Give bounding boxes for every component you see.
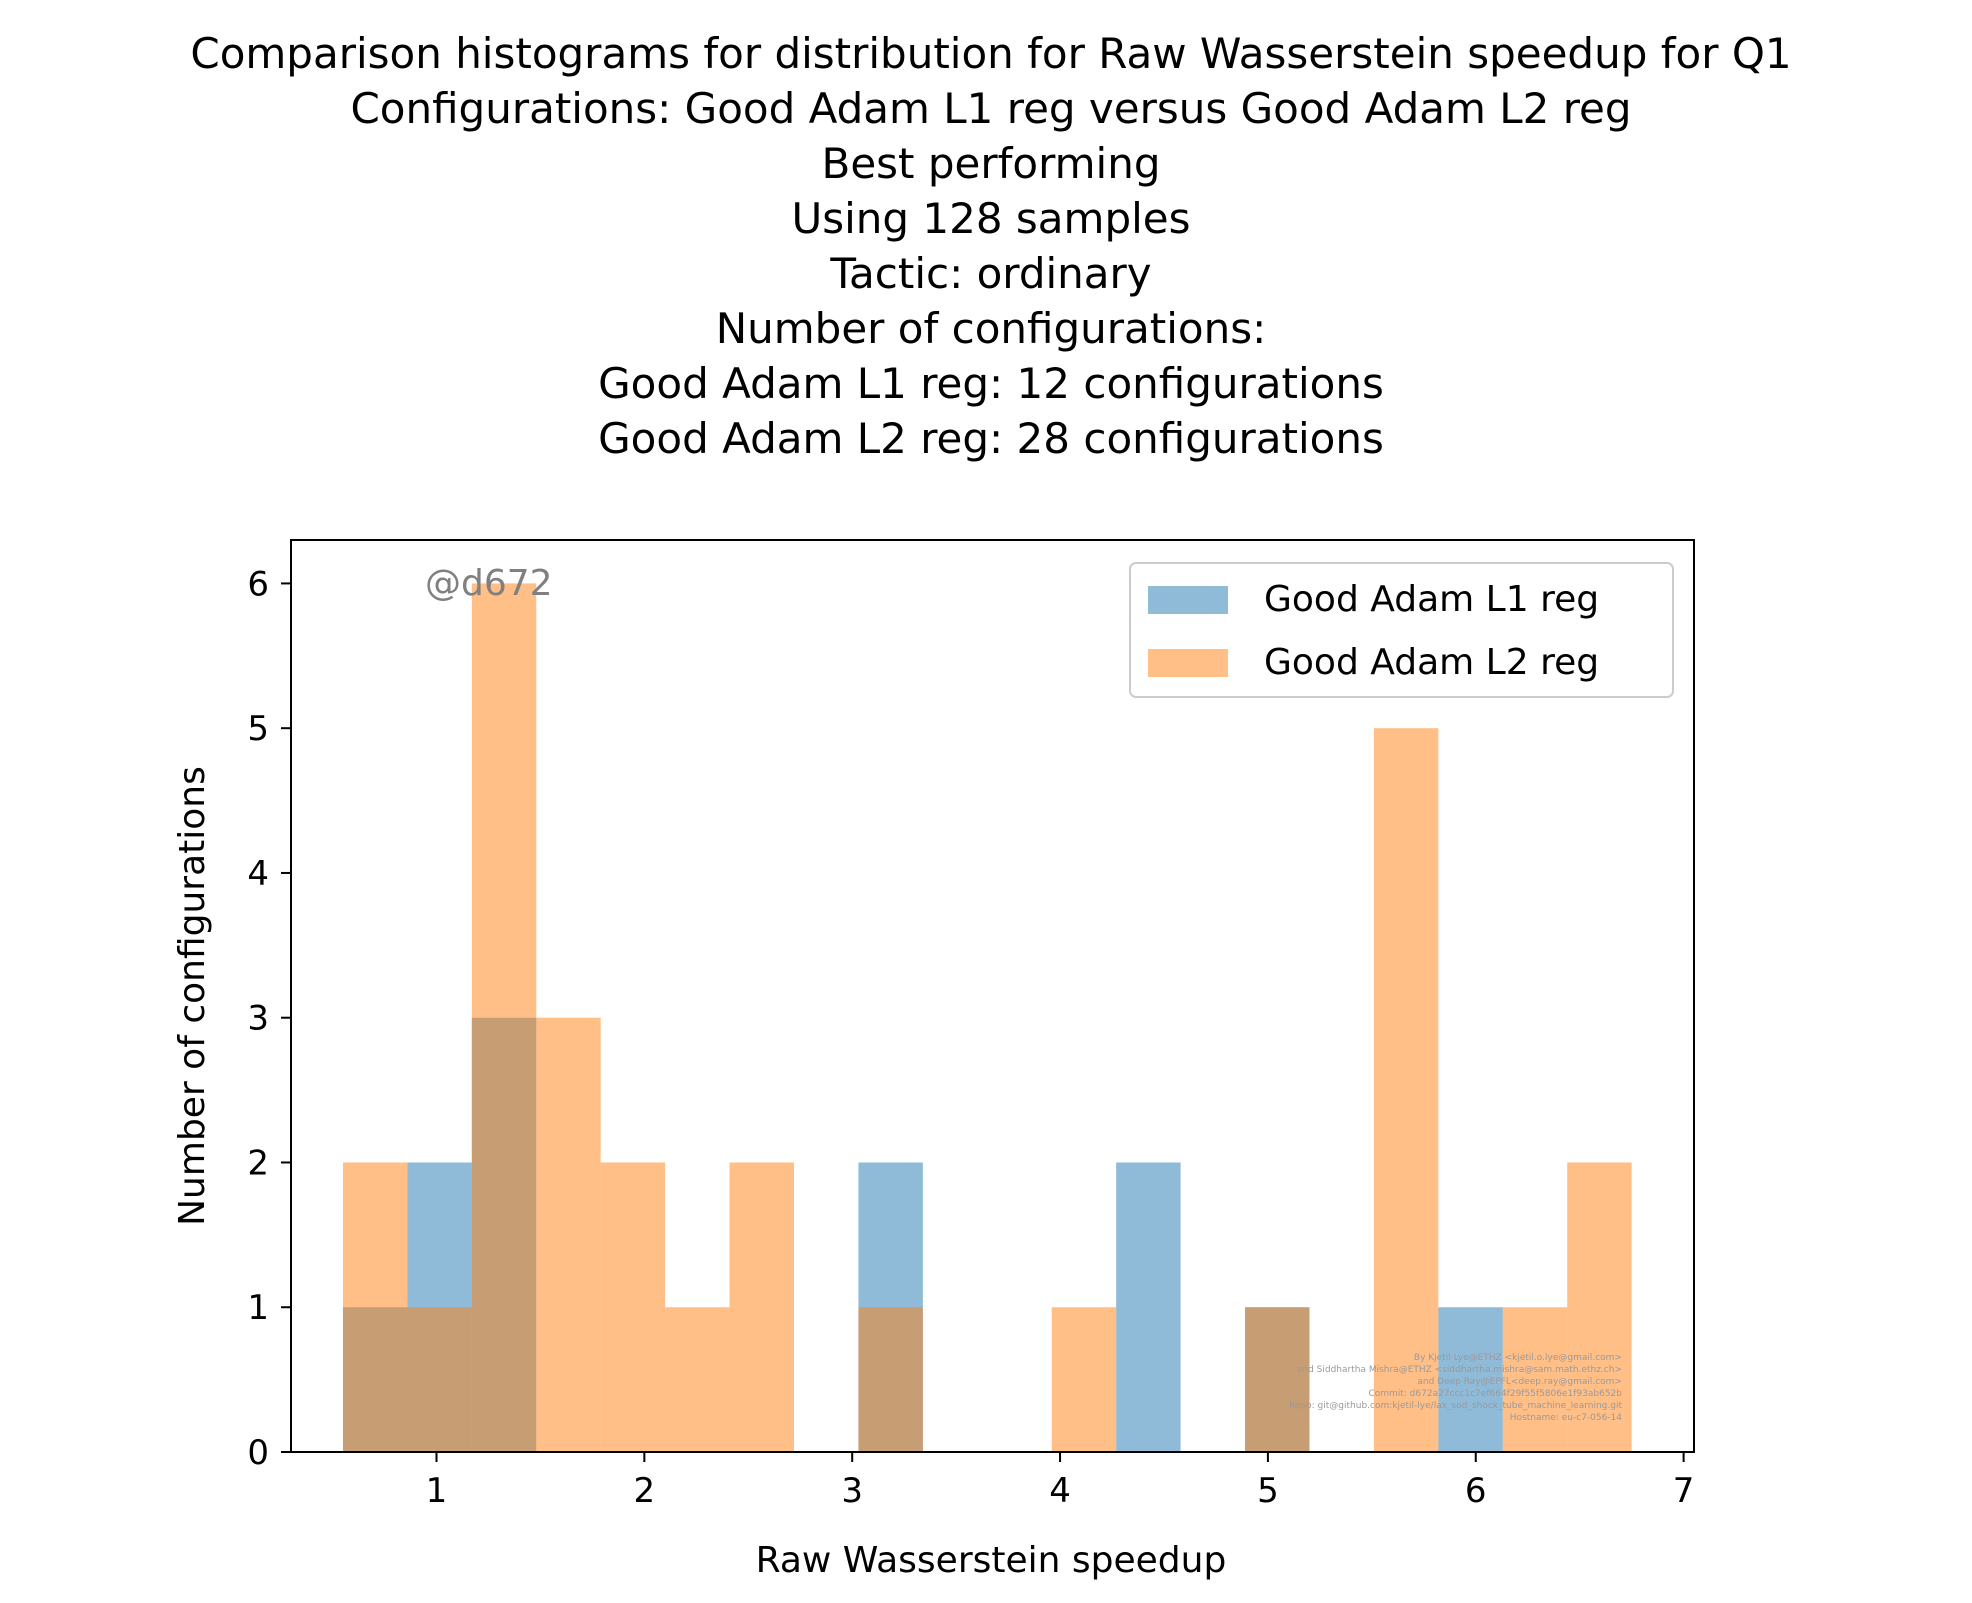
bar-series-2 <box>471 583 537 1452</box>
title-line: Configurations: Good Adam L1 reg versus … <box>350 84 1631 133</box>
bar-series-2 <box>1051 1307 1117 1452</box>
bar-series-2 <box>536 1017 601 1452</box>
legend-box <box>1129 562 1674 698</box>
x-tick-label: 5 <box>1257 1471 1279 1511</box>
title-line: Using 128 samples <box>791 194 1190 243</box>
title-line: Tactic: ordinary <box>829 249 1151 298</box>
bar-series-2 <box>729 1162 795 1452</box>
bar-series-2 <box>407 1307 472 1452</box>
credits-line: Repo: git@github.com:kjetil-lye/lax_sod_… <box>1289 1401 1622 1411</box>
watermark-text: @d672 <box>425 563 553 604</box>
bar-series-2 <box>1245 1307 1310 1452</box>
title-line: Number of configurations: <box>716 304 1267 353</box>
y-tick-label: 6 <box>247 564 269 604</box>
title-line: Good Adam L2 reg: 28 configurations <box>598 414 1384 463</box>
credits-line: Commit: d672a27ccc1c7ef664f29f55f5806e1f… <box>1368 1389 1622 1399</box>
chart-title: Comparison histograms for distribution f… <box>190 29 1791 463</box>
legend-swatch <box>1148 649 1228 677</box>
bar-series-2 <box>858 1307 923 1452</box>
legend-swatch <box>1148 586 1228 614</box>
legend-label: Good Adam L2 reg <box>1264 642 1599 683</box>
bar-series-1 <box>1438 1307 1503 1452</box>
title-line: Good Adam L1 reg: 12 configurations <box>598 359 1384 408</box>
plot-frame <box>290 539 1695 1453</box>
x-tick-label: 6 <box>1465 1471 1487 1511</box>
x-tick-label: 7 <box>1673 1471 1695 1511</box>
bar-series-2 <box>1373 728 1439 1452</box>
y-tick-label: 4 <box>247 854 269 894</box>
title-line: Comparison histograms for distribution f… <box>190 29 1791 78</box>
x-tick-label: 2 <box>634 1471 656 1511</box>
histogram-bars <box>342 583 1632 1452</box>
bar-series-2 <box>342 1162 408 1452</box>
y-tick-label: 1 <box>247 1288 269 1328</box>
y-tick-label: 0 <box>247 1433 269 1473</box>
y-axis-ticks: 0 1 2 3 4 5 6 <box>247 564 291 1473</box>
bar-series-2 <box>665 1307 730 1452</box>
y-tick-label: 5 <box>247 709 269 749</box>
credits-block: By Kjetil Lye@ETHZ <kjetil.o.lye@gmail.c… <box>1289 1353 1622 1423</box>
credits-line: Hostname: eu-c7-056-14 <box>1510 1413 1622 1423</box>
x-axis-ticks: 1 2 3 4 5 6 7 <box>426 1452 1695 1511</box>
legend-label: Good Adam L1 reg <box>1264 579 1599 620</box>
x-tick-label: 1 <box>426 1471 448 1511</box>
bar-series-2 <box>1567 1162 1632 1452</box>
x-axis-label: Raw Wasserstein speedup <box>756 1540 1227 1581</box>
title-line: Best performing <box>822 139 1161 188</box>
watermark: @d672 <box>425 563 553 604</box>
credits-line: and Deep Ray@EPFL<deep.ray@gmail.com> <box>1417 1377 1622 1387</box>
legend: Good Adam L1 reg Good Adam L2 reg <box>1129 562 1674 698</box>
credits-line: and Siddhartha Mishra@ETHZ <siddhartha.m… <box>1297 1365 1622 1375</box>
bar-series-2 <box>600 1162 666 1452</box>
bar-series-1 <box>1116 1162 1181 1452</box>
y-axis-label: Number of configurations <box>172 766 213 1226</box>
x-tick-label: 4 <box>1049 1471 1071 1511</box>
y-tick-label: 3 <box>247 999 269 1039</box>
y-tick-label: 2 <box>247 1143 269 1183</box>
x-tick-label: 3 <box>841 1471 863 1511</box>
credits-line: By Kjetil Lye@ETHZ <kjetil.o.lye@gmail.c… <box>1414 1353 1622 1363</box>
bar-series-2 <box>1502 1307 1568 1452</box>
